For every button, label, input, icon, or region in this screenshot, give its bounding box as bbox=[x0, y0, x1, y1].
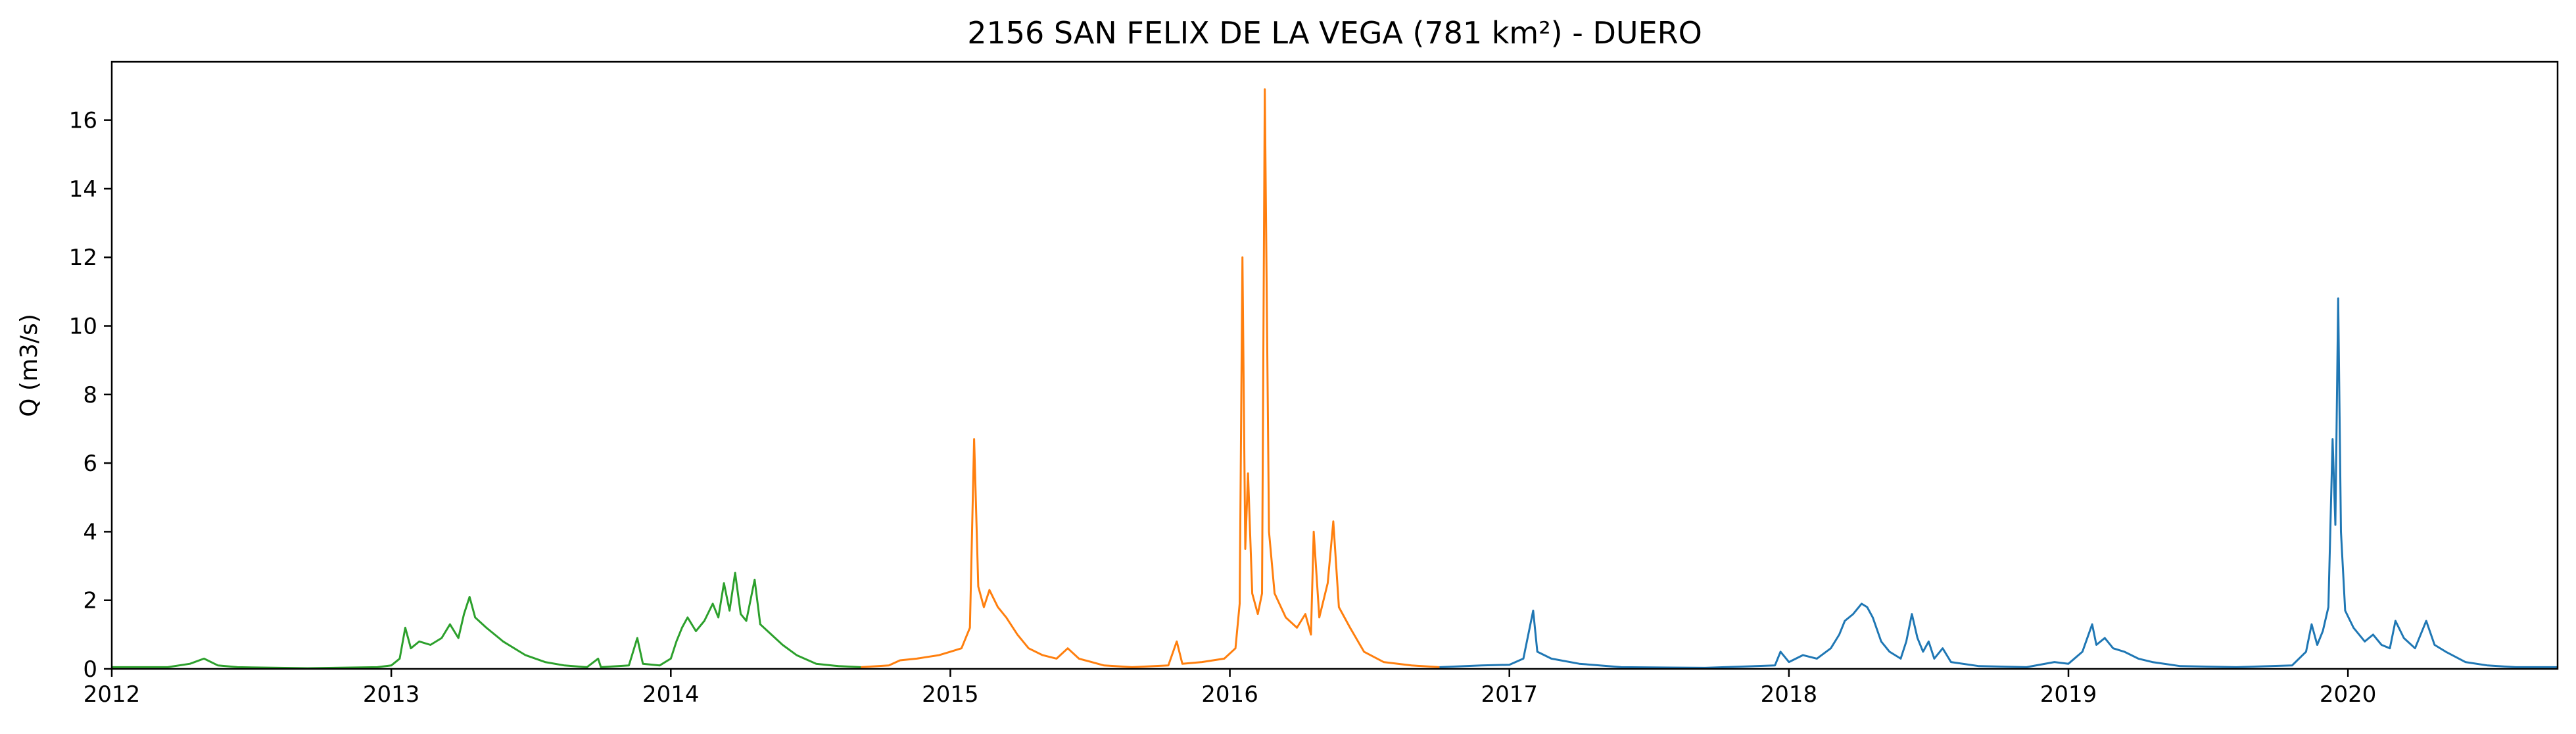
y-axis: 0 2 4 6 8 10 12 14 16 bbox=[69, 108, 112, 683]
y-tick-label: 4 bbox=[83, 519, 97, 545]
x-tick-label: 2015 bbox=[922, 681, 979, 708]
series-line-2 bbox=[861, 88, 1440, 668]
series-line-3 bbox=[1439, 297, 2558, 669]
x-tick-label: 2018 bbox=[1761, 681, 1818, 708]
y-tick-label: 16 bbox=[69, 108, 97, 134]
x-tick-label: 2014 bbox=[642, 681, 700, 708]
chart-title: 2156 SAN FELIX DE LA VEGA (781 km²) - DU… bbox=[967, 15, 1702, 51]
x-tick-label: 2020 bbox=[2320, 681, 2377, 708]
y-tick-label: 8 bbox=[83, 382, 97, 408]
y-tick-label: 12 bbox=[69, 245, 97, 271]
x-tick-label: 2012 bbox=[83, 681, 141, 708]
plot-area-frame bbox=[110, 61, 2559, 670]
series-line-1 bbox=[112, 572, 861, 670]
x-tick-label: 2013 bbox=[363, 681, 420, 708]
y-tick-label: 0 bbox=[83, 656, 97, 683]
x-axis: 2012 2013 2014 2015 2016 2017 2018 2019 2020 bbox=[83, 669, 2377, 708]
y-tick-label: 2 bbox=[83, 588, 97, 614]
x-tick-label: 2016 bbox=[1201, 681, 1258, 708]
y-axis-label: Q (m3/s) bbox=[16, 314, 43, 417]
y-tick-label: 14 bbox=[69, 176, 97, 203]
series-layer bbox=[112, 88, 2558, 670]
y-tick-label: 10 bbox=[69, 314, 97, 340]
y-tick-label: 6 bbox=[83, 451, 97, 477]
x-tick-label: 2017 bbox=[1481, 681, 1538, 708]
x-tick-label: 2019 bbox=[2040, 681, 2097, 708]
